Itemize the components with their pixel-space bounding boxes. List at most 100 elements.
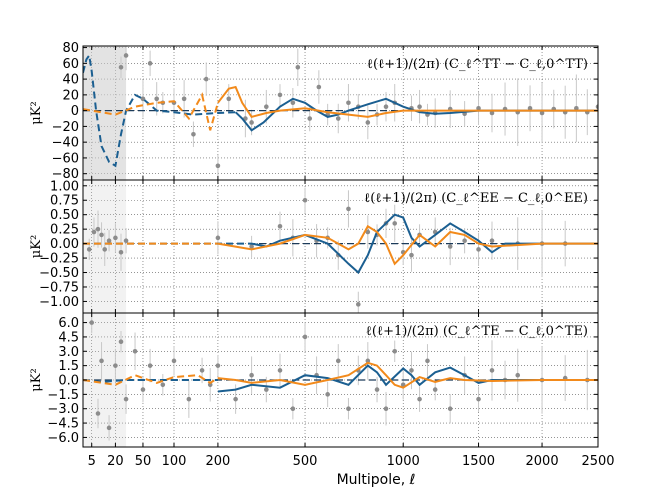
y-tick-label: −6.0 xyxy=(47,431,79,446)
data-point xyxy=(86,247,92,252)
panel-ee: 1.000.750.500.250.00−0.25−0.50−0.75−1.00… xyxy=(29,179,599,314)
y-tick-label: 4.5 xyxy=(58,330,79,345)
data-point xyxy=(383,406,389,412)
y-tick-label: 1.00 xyxy=(50,179,79,194)
plot-area-te xyxy=(83,313,598,447)
data-point xyxy=(226,96,232,102)
data-point xyxy=(106,238,112,244)
data-point xyxy=(140,387,146,392)
data-point xyxy=(290,100,296,106)
y-tick-label: 80 xyxy=(62,41,79,56)
data-point xyxy=(476,105,481,111)
data-point xyxy=(295,64,301,70)
x-tick-label: 1500 xyxy=(462,454,495,469)
data-point xyxy=(99,358,104,364)
y-tick-label: −1.5 xyxy=(47,388,79,403)
data-point xyxy=(215,363,221,368)
data-point xyxy=(264,387,269,392)
x-axis-label: Multipole, ℓ xyxy=(337,472,416,488)
data-point xyxy=(215,235,221,241)
x-tick-label: 5 xyxy=(88,454,96,469)
data-point xyxy=(409,252,414,258)
data-point xyxy=(392,348,398,354)
data-point xyxy=(140,96,146,102)
data-point xyxy=(249,120,254,125)
data-point xyxy=(515,372,521,378)
data-point xyxy=(171,358,177,364)
data-point xyxy=(118,249,124,255)
data-point xyxy=(447,406,453,412)
panel-annotation: ℓ(ℓ+1)/(2π) (C_ℓ^EE − C_ℓ,0^EE) xyxy=(364,191,588,206)
data-point xyxy=(95,226,101,232)
orange-curve-dashed xyxy=(83,374,219,386)
data-point xyxy=(277,368,283,373)
data-point xyxy=(346,100,351,106)
y-tick-label: 0.00 xyxy=(50,237,79,252)
data-point xyxy=(302,197,308,203)
x-tick-label: 200 xyxy=(205,454,230,469)
data-point xyxy=(160,382,166,388)
data-point xyxy=(191,131,196,137)
data-point xyxy=(539,110,545,116)
data-point xyxy=(447,244,453,249)
y-tick-label: 0.50 xyxy=(50,208,79,223)
y-axis-label: μK² xyxy=(29,368,44,391)
y-tick-label: 0.25 xyxy=(50,223,79,238)
y-tick-label: −1.00 xyxy=(39,295,79,310)
data-point xyxy=(277,223,283,229)
plot-area-tt xyxy=(83,46,598,180)
data-point xyxy=(346,406,351,412)
data-point xyxy=(417,104,422,109)
data-point xyxy=(425,358,430,364)
data-point xyxy=(123,238,129,244)
data-point xyxy=(365,358,371,364)
orange-curve xyxy=(217,361,598,389)
y-tick-label: 0.0 xyxy=(58,374,79,389)
data-point xyxy=(123,53,129,58)
blue-curve xyxy=(251,213,598,275)
data-point xyxy=(113,235,118,241)
blue-curve xyxy=(217,364,598,393)
data-point xyxy=(409,368,414,373)
data-point xyxy=(215,163,221,169)
y-tick-label: −40 xyxy=(52,136,79,151)
y-tick-label: 0 xyxy=(71,104,79,119)
y-tick-label: −4.5 xyxy=(47,417,79,432)
data-point xyxy=(89,320,95,325)
data-point xyxy=(462,238,467,244)
data-point xyxy=(365,120,371,125)
data-point xyxy=(595,104,598,109)
data-point xyxy=(154,96,159,102)
y-tick-label: 0.75 xyxy=(50,194,79,209)
data-point xyxy=(383,104,389,109)
plot-area-ee xyxy=(83,180,598,313)
data-point xyxy=(574,105,579,111)
data-point xyxy=(132,348,138,354)
data-point xyxy=(307,116,313,121)
data-point xyxy=(290,406,296,412)
blue-curve-dashed xyxy=(83,52,236,168)
data-point xyxy=(365,229,371,235)
data-point xyxy=(106,425,112,431)
data-point xyxy=(392,221,398,226)
data-point xyxy=(374,387,380,392)
data-point xyxy=(264,104,269,109)
y-tick-label: −3.0 xyxy=(47,402,79,417)
y-axis-label: μK² xyxy=(29,235,44,258)
x-tick-label: 1000 xyxy=(387,454,420,469)
data-point xyxy=(302,334,308,340)
x-tick-label: 500 xyxy=(293,454,318,469)
data-point xyxy=(417,396,422,402)
x-tick-label: 20 xyxy=(107,454,124,469)
data-point xyxy=(113,363,118,368)
y-tick-label: 6.0 xyxy=(58,316,79,331)
y-tick-label: 60 xyxy=(62,57,79,72)
y-tick-label: 3.0 xyxy=(58,345,79,360)
y-tick-label: −80 xyxy=(52,167,79,182)
panel-te: 6.04.53.01.50.0−1.5−3.0−4.5−6.0 μK² ℓ(ℓ+1)… xyxy=(29,312,599,448)
data-point xyxy=(355,302,361,307)
data-point xyxy=(99,232,104,238)
